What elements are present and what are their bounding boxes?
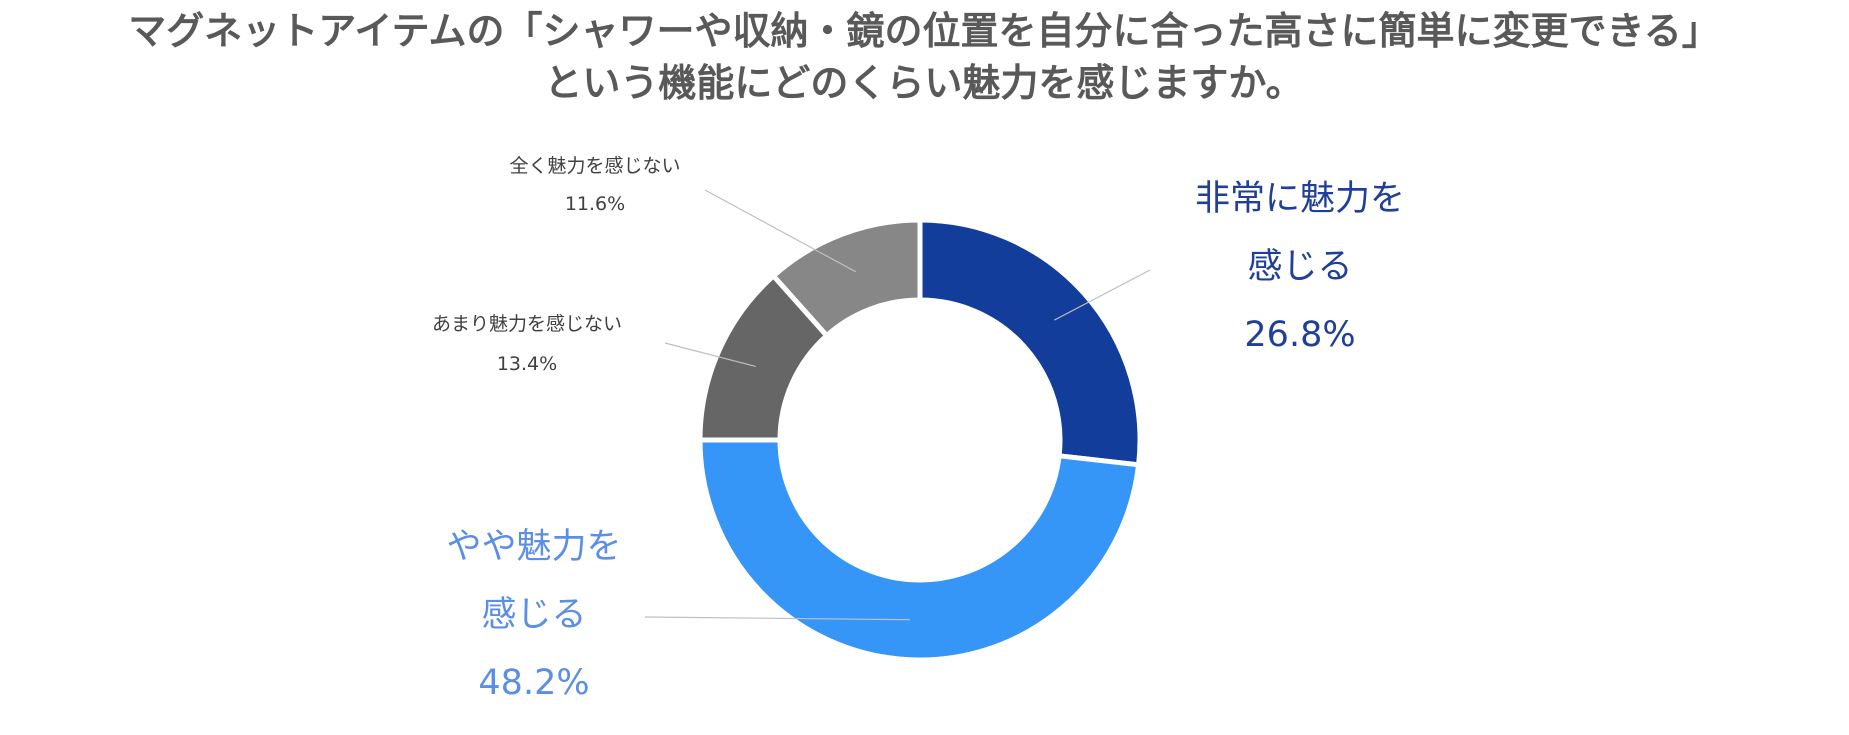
- leader-lines: [644, 189, 1151, 621]
- slice-label-notatall: 全く魅力を感じない 11.6%: [509, 155, 680, 215]
- chart-subtitle: という機能にどのくらい魅力を感じますか。: [544, 61, 1303, 105]
- slice-value-somewhat: 48.2%: [478, 663, 589, 703]
- leader-line-1: [1053, 269, 1151, 321]
- slice-value-very: 26.8%: [1244, 315, 1355, 355]
- slice-label-very: 非常に魅力を 感じる 26.8%: [1195, 179, 1405, 355]
- leader-line-4: [704, 189, 857, 273]
- slice-not-attractive-at-all: [770, 217, 923, 339]
- slice-label-somewhat-line1: やや魅力を: [446, 527, 621, 567]
- slice-label-somewhat: やや魅力を 感じる 48.2%: [446, 527, 621, 703]
- slice-very-attractive: [917, 217, 1143, 468]
- slice-label-notmuch-line1: あまり魅力を感じない: [432, 313, 622, 335]
- slice-label-somewhat-line2: 感じる: [481, 595, 586, 635]
- leader-line-3: [664, 342, 756, 368]
- slice-label-notatall-line1: 全く魅力を感じない: [509, 155, 680, 177]
- chart-title: マグネットアイテムの「シャワーや収納・鏡の位置を自分に合った高さに簡単に変更でき…: [128, 9, 1719, 53]
- slice-somewhat-attractive: [697, 437, 1142, 663]
- slice-label-notmuch: あまり魅力を感じない 13.4%: [432, 313, 622, 375]
- leader-line-2: [644, 616, 910, 621]
- slice-value-notmuch: 13.4%: [497, 353, 557, 375]
- donut-slices: [697, 217, 1143, 663]
- slice-label-very-line1: 非常に魅力を: [1195, 179, 1405, 219]
- slice-value-notatall: 11.6%: [565, 193, 625, 215]
- slice-label-very-line2: 感じる: [1247, 247, 1352, 287]
